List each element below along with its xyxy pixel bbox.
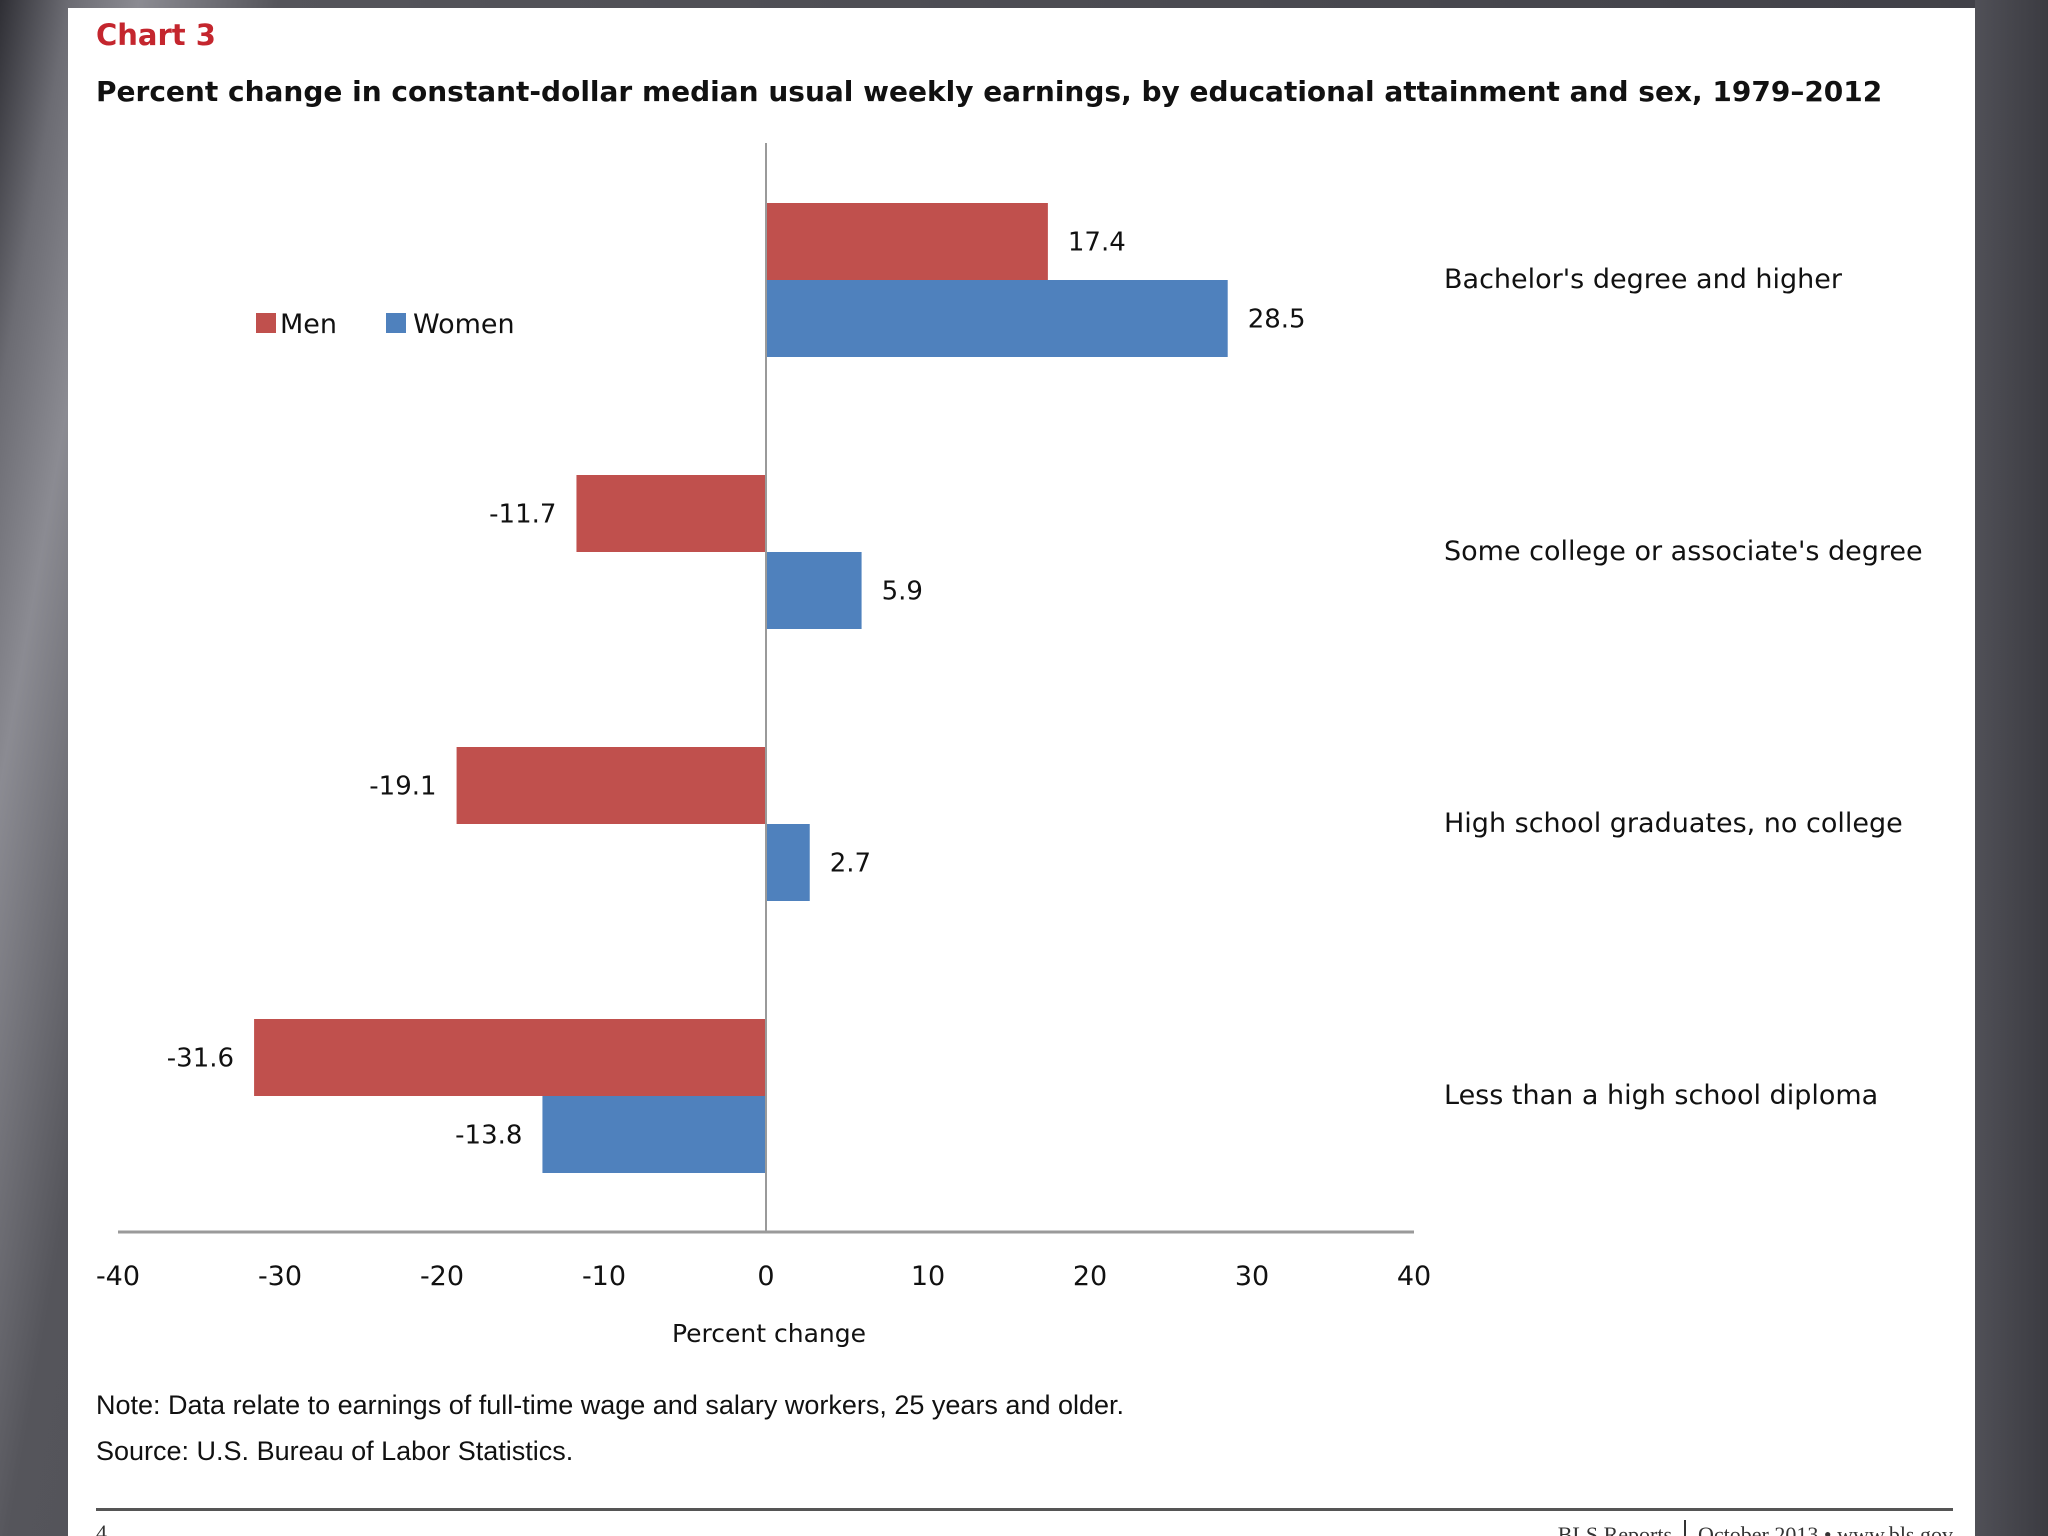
legend-women-swatch [386,313,406,333]
chart-source: Source: U.S. Bureau of Labor Statistics. [96,1436,574,1466]
bar-men-0 [766,203,1048,280]
bar-men-1 [576,475,766,552]
publication-name: BLS Reports [1557,1522,1673,1536]
x-tick-label: 20 [1073,1261,1107,1292]
x-tick-label: -10 [582,1261,626,1292]
x-tick-label: -20 [420,1261,464,1292]
bar-chart: -40 -30 -20 -10 0 10 20 30 40 17.4 28.5 -11.7 5.9 -1… [96,143,1923,1348]
footer-publication: BLS Reports October 2013 • www.bls.gov [1558,1520,1953,1536]
data-label-women-3: -13.8 [455,1121,522,1151]
chart-note: Note: Data relate to earnings of full-ti… [96,1390,1125,1420]
x-tick-label: 40 [1397,1261,1431,1292]
x-tick-label: -40 [96,1261,140,1292]
bar-women-2 [766,824,810,901]
x-tick-label: 30 [1235,1261,1269,1292]
x-tick-label: 10 [911,1261,945,1292]
page-number: 4 [96,1520,107,1536]
footer-separator [1684,1520,1687,1536]
bar-women-1 [766,552,862,629]
data-label-men-0: 17.4 [1068,228,1126,258]
data-label-men-2: -19.1 [369,772,436,802]
category-label-0: Bachelor's degree and higher [1444,264,1843,295]
x-tick-labels: -40 -30 -20 -10 0 10 20 30 40 [96,1261,1431,1292]
category-label-3: Less than a high school diploma [1444,1080,1878,1111]
x-tick-label: 0 [757,1261,774,1292]
bar-women-3 [542,1096,766,1173]
x-tick-label: -30 [258,1261,302,1292]
category-label-1: Some college or associate's degree [1444,536,1923,567]
legend-men-label: Men [280,309,337,340]
data-label-men-1: -11.7 [489,500,556,530]
data-labels: 17.4 28.5 -11.7 5.9 -19.1 2.7 -31.6 -13.8 [167,228,1306,1151]
x-axis-title: Percent change [672,1319,866,1348]
footer-rule [96,1508,1953,1511]
bars-layer [254,203,1228,1173]
chart-title: Percent change in constant-dollar median… [96,75,1883,108]
report-page: Chart 3 Percent change in constant-dolla… [68,8,1975,1536]
data-label-women-2: 2.7 [830,849,871,879]
legend: Men Women [256,309,515,340]
data-label-women-0: 28.5 [1248,305,1306,335]
bar-women-0 [766,280,1228,357]
legend-men-swatch [256,313,276,333]
data-label-women-1: 5.9 [882,577,923,607]
category-label-2: High school graduates, no college [1444,808,1903,839]
chart-number-label: Chart 3 [96,18,216,52]
footer-date-site: October 2013 • www.bls.gov [1698,1522,1953,1536]
data-label-men-3: -31.6 [167,1044,234,1074]
bar-men-3 [254,1019,766,1096]
bar-men-2 [456,747,766,824]
legend-women-label: Women [413,309,515,340]
backdrop-right-panel [1975,0,2048,1536]
category-labels: Bachelor's degree and higher Some college… [1444,264,1923,1111]
